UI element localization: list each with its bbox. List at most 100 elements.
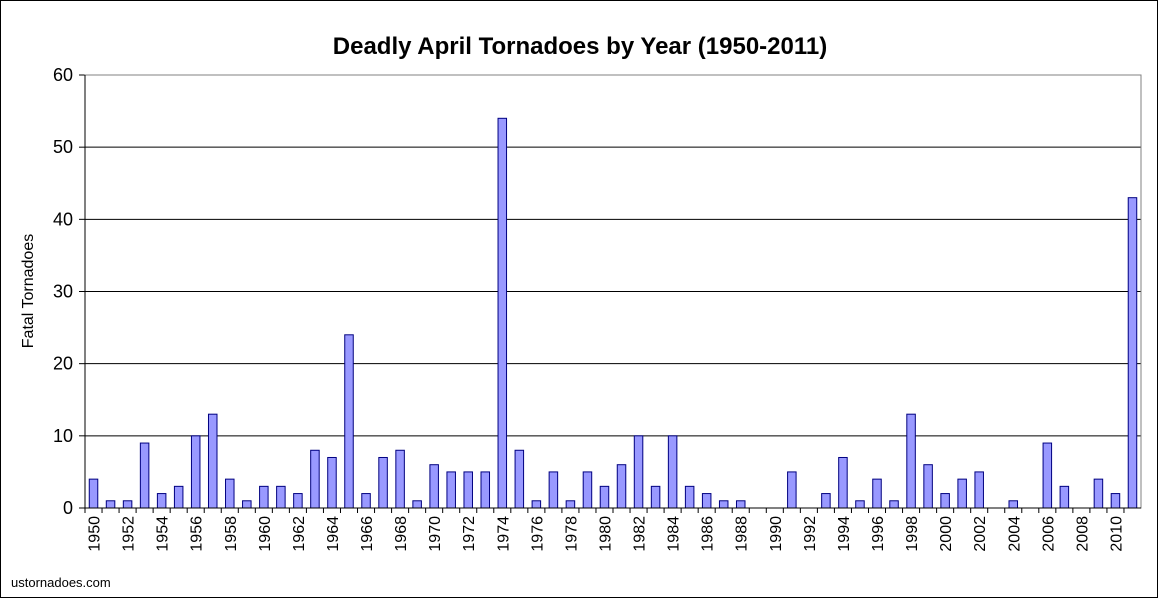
bar-1982 <box>633 435 644 509</box>
x-tick-label: 1968 <box>393 516 410 552</box>
bar-1954 <box>156 493 167 509</box>
bar-1976 <box>531 500 542 509</box>
y-tick-label: 10 <box>53 426 73 446</box>
bar-1988 <box>735 500 746 509</box>
x-tick-label: 1956 <box>189 516 206 552</box>
bar-1964 <box>327 456 337 509</box>
bar-2010 <box>1110 493 1121 509</box>
bar-1995 <box>855 500 865 509</box>
bar-1966 <box>361 493 371 509</box>
bar-1963 <box>310 449 320 509</box>
bars <box>88 117 1138 509</box>
y-tick-label: 40 <box>53 209 73 229</box>
bar-1991 <box>787 471 797 509</box>
bar-1994 <box>838 456 848 509</box>
bar-1965 <box>344 334 354 509</box>
x-tick-label: 1966 <box>359 516 376 552</box>
chart-title: Deadly April Tornadoes by Year (1950-201… <box>333 33 827 60</box>
bar-1987 <box>718 500 729 509</box>
bar-1968 <box>395 449 405 509</box>
bar-1969 <box>412 500 422 509</box>
x-tick-label: 1974 <box>495 516 512 552</box>
bar-1977 <box>548 471 559 509</box>
x-tick-labels: 1950 1952 1954 1956 1958 1960 1962 1964 1966 1968… <box>87 516 1126 552</box>
bar-2011 <box>1127 197 1138 509</box>
bar-2004 <box>1008 500 1019 509</box>
y-tick-label: 30 <box>53 282 73 302</box>
bar-1998 <box>906 413 916 509</box>
bar-1960 <box>259 485 269 509</box>
x-tick-label: 1962 <box>291 516 308 552</box>
x-tick-label: 2008 <box>1074 516 1091 552</box>
bar-1993 <box>821 493 831 509</box>
y-tick-label: 0 <box>63 498 73 518</box>
x-tick-label: 1988 <box>734 516 751 552</box>
y-tick-labels: 0 10 20 30 40 50 60 <box>53 65 73 518</box>
credit-text: ustornadoes.com <box>11 575 111 590</box>
bar-2007 <box>1059 485 1070 509</box>
bar-1975 <box>514 449 525 509</box>
bar-1958 <box>225 478 235 509</box>
x-tick-label: 2010 <box>1108 516 1125 552</box>
bar-1999 <box>923 464 933 509</box>
bar-1951 <box>105 500 116 509</box>
x-tick-label: 1994 <box>836 516 853 552</box>
bar-1996 <box>872 478 882 509</box>
x-tick-label: 1952 <box>121 516 138 552</box>
x-tick-label: 1982 <box>632 516 649 552</box>
bar-1997 <box>889 500 899 509</box>
bar-1962 <box>293 493 303 509</box>
bar-1970 <box>429 464 439 509</box>
bar-1973 <box>480 471 491 509</box>
y-tick-label: 20 <box>53 354 73 374</box>
bar-1959 <box>242 500 252 509</box>
bar-1981 <box>616 464 627 509</box>
x-tick-label: 1992 <box>802 516 819 552</box>
x-tick-label: 1964 <box>325 516 342 552</box>
bar-1980 <box>599 485 610 509</box>
x-tick-label: 1972 <box>461 516 478 552</box>
x-tick-label: 1990 <box>768 516 785 552</box>
x-tick-label: 1978 <box>563 516 580 552</box>
x-tick-label: 1976 <box>529 516 546 552</box>
bar-2001 <box>957 478 967 509</box>
bar-2000 <box>940 493 950 509</box>
bar-1967 <box>378 456 388 509</box>
bar-1971 <box>446 471 456 509</box>
bar-2002 <box>974 471 984 509</box>
bar-1961 <box>276 485 286 509</box>
x-tick-label: 2002 <box>972 516 989 552</box>
x-tick-label: 1960 <box>257 516 274 552</box>
y-tick-label: 50 <box>53 137 73 157</box>
x-tick-label: 1970 <box>427 516 444 552</box>
bar-1953 <box>139 442 150 509</box>
x-tick-label: 1954 <box>155 516 172 552</box>
x-tick-label: 2004 <box>1006 516 1023 552</box>
bar-1950 <box>88 478 99 509</box>
bar-1979 <box>582 471 593 509</box>
bar-2006 <box>1042 442 1053 509</box>
axes <box>79 74 1142 513</box>
x-tick-label: 1980 <box>597 516 614 552</box>
x-tick-label: 1996 <box>870 516 887 552</box>
bar-1986 <box>701 493 712 509</box>
bar-1972 <box>463 471 473 509</box>
x-tick-label: 2006 <box>1040 516 1057 552</box>
bar-1957 <box>207 413 218 509</box>
bar-1952 <box>122 500 133 509</box>
bar-1978 <box>565 500 576 509</box>
bar-1956 <box>190 435 201 509</box>
y-axis-label: Fatal Tornadoes <box>20 234 37 348</box>
gridlines <box>85 146 1141 437</box>
x-tick-label: 1998 <box>904 516 921 552</box>
x-tick-label: 1950 <box>87 516 104 552</box>
bar-1983 <box>650 485 661 509</box>
bar-1985 <box>684 485 695 509</box>
bar-1984 <box>667 435 678 509</box>
x-tick-label: 1958 <box>223 516 240 552</box>
bar-2009 <box>1093 478 1104 509</box>
bar-1974 <box>497 117 508 509</box>
x-tick-label: 1986 <box>700 516 717 552</box>
